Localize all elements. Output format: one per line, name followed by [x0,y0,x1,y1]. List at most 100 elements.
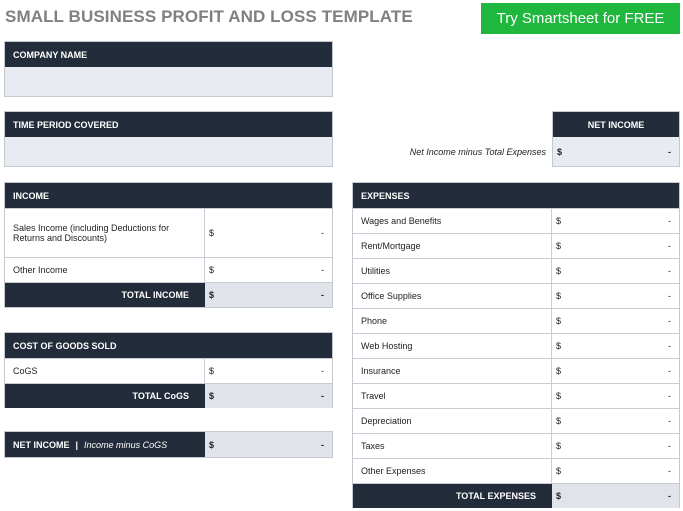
cogs-header: COST OF GOODS SOLD [5,333,332,358]
amount-value: - [321,228,324,238]
row-label: CoGS [5,359,205,383]
currency-symbol: $ [209,265,215,275]
table-row: Depreciation $ - [353,408,679,433]
currency-symbol: $ [556,241,562,251]
amount-value: - [668,266,671,276]
amount-cell[interactable]: $ - [552,384,679,408]
net-income-cogs-section: NET INCOME | Income minus CoGS $ - [4,431,333,458]
expenses-header: EXPENSES [353,183,679,208]
amount-value: - [321,439,324,450]
amount-value: - [668,441,671,451]
row-label: Sales Income (including Deductions for R… [5,209,205,257]
total-row: TOTAL INCOME $ - [5,282,332,307]
currency-symbol: $ [556,391,562,401]
currency-symbol: $ [209,290,215,300]
currency-symbol: $ [556,491,562,501]
currency-symbol: $ [556,291,562,301]
amount-cell[interactable]: $ - [552,234,679,258]
total-amount-cell[interactable]: $ - [552,484,679,508]
currency-symbol: $ [556,441,562,451]
amount-value: - [321,290,324,300]
amount-cell[interactable]: $ - [552,409,679,433]
amount-value: - [321,265,324,275]
table-row: Other Expenses $ - [353,458,679,483]
amount-value: - [668,391,671,401]
net-income-description: Net Income minus Total Expenses [409,146,546,157]
company-name-header: COMPANY NAME [5,42,332,67]
separator: | [75,439,79,450]
row-label: Office Supplies [353,284,552,308]
currency-symbol: $ [556,341,562,351]
net-income-header: NET INCOME [553,112,679,137]
table-row: Taxes $ - [353,433,679,458]
net-income-section: NET INCOME $ - [552,111,680,167]
net-income-label: NET INCOME [13,439,70,450]
row-label: Other Expenses [353,459,552,483]
amount-value: - [668,491,671,501]
amount-cell[interactable]: $ - [552,334,679,358]
amount-value: - [321,366,324,376]
net-income-cogs-label: NET INCOME | Income minus CoGS [5,432,205,457]
total-amount-cell[interactable]: $ - [205,384,332,408]
amount-value: - [668,341,671,351]
table-row: Travel $ - [353,383,679,408]
row-label: Phone [353,309,552,333]
currency-symbol: $ [209,439,215,450]
income-header: INCOME [5,183,332,208]
amount-cell[interactable]: $ - [552,359,679,383]
currency-symbol: $ [556,466,562,476]
currency-symbol: $ [209,228,215,238]
total-label: TOTAL CoGS [5,384,205,408]
net-income-subtitle: Income minus CoGS [84,439,168,450]
row-label: Other Income [5,258,205,282]
table-row: CoGS $ - [5,358,332,383]
table-row: Wages and Benefits $ - [353,208,679,233]
page-title: SMALL BUSINESS PROFIT AND LOSS TEMPLATE [5,7,413,26]
amount-cell[interactable]: $ - [552,284,679,308]
amount-value: - [668,291,671,301]
amount-value: - [668,316,671,326]
total-row: TOTAL EXPENSES $ - [353,483,679,508]
amount-cell[interactable]: $ - [205,258,332,282]
table-row: Insurance $ - [353,358,679,383]
amount-value: - [668,216,671,226]
amount-cell[interactable]: $ - [552,259,679,283]
currency-symbol: $ [556,216,562,226]
net-income-value-cell[interactable]: $ - [553,137,679,166]
cogs-section: COST OF GOODS SOLD CoGS $ - TOTAL CoGS $… [4,332,333,408]
amount-cell[interactable]: $ - [552,209,679,233]
amount-value: - [668,416,671,426]
currency-symbol: $ [556,266,562,276]
row-label: Wages and Benefits [353,209,552,233]
amount-value: - [321,391,324,401]
row-label: Web Hosting [353,334,552,358]
amount-cell[interactable]: $ - [205,209,332,257]
expenses-rows: Wages and Benefits $ - Rent/Mortgage $ - Utili… [353,208,679,483]
company-name-input[interactable] [5,67,332,96]
company-name-section: COMPANY NAME [4,41,333,97]
net-income-value: - [668,146,671,157]
row-label: Rent/Mortgage [353,234,552,258]
table-row: Office Supplies $ - [353,283,679,308]
row-label: Depreciation [353,409,552,433]
time-period-input[interactable] [5,137,332,166]
amount-cell[interactable]: $ - [552,434,679,458]
amount-cell[interactable]: $ - [552,309,679,333]
amount-value: - [668,366,671,376]
amount-cell[interactable]: $ - [552,459,679,483]
currency-symbol: $ [209,391,215,401]
total-amount-cell[interactable]: $ - [205,432,332,457]
try-smartsheet-button[interactable]: Try Smartsheet for FREE [481,3,680,34]
currency-symbol: $ [556,316,562,326]
row-label: Taxes [353,434,552,458]
total-label: TOTAL EXPENSES [353,484,552,508]
table-row: Rent/Mortgage $ - [353,233,679,258]
total-row: NET INCOME | Income minus CoGS $ - [5,432,332,457]
total-label: TOTAL INCOME [5,283,205,307]
expenses-section: EXPENSES Wages and Benefits $ - Rent/Mortga… [352,182,680,508]
amount-value: - [668,466,671,476]
amount-cell[interactable]: $ - [205,359,332,383]
table-row: Sales Income (including Deductions for R… [5,208,332,257]
total-amount-cell[interactable]: $ - [205,283,332,307]
income-section: INCOME Sales Income (including Deduction… [4,182,333,308]
